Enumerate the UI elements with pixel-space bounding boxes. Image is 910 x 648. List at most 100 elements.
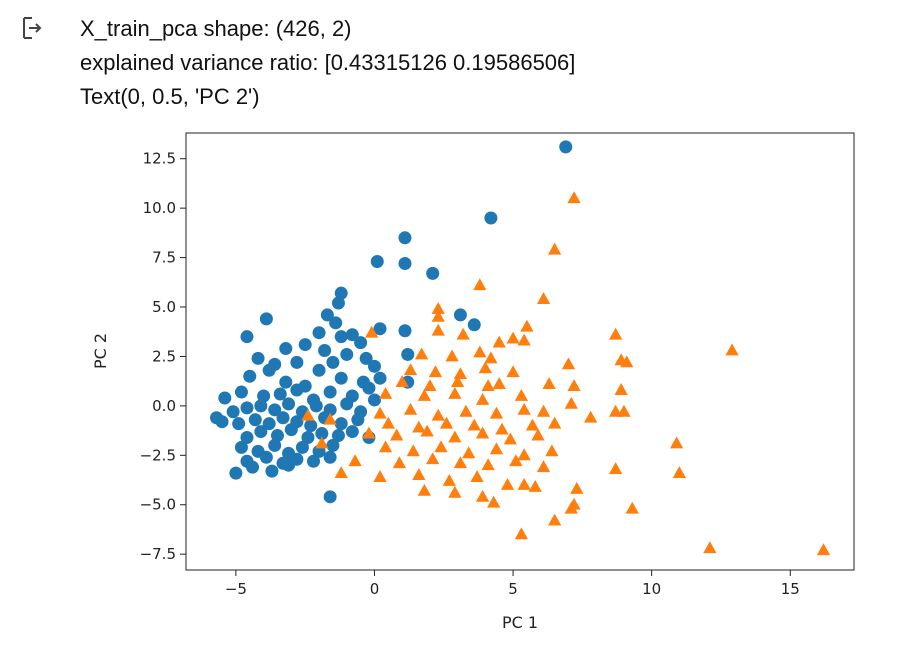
scatter-point-triangle bbox=[517, 333, 531, 346]
scatter-point-circle bbox=[467, 318, 481, 332]
scatter-point-circle bbox=[398, 257, 412, 271]
scatter-point-triangle bbox=[453, 367, 468, 380]
scatter-point-triangle bbox=[489, 406, 504, 419]
scatter-point-circle bbox=[270, 429, 284, 443]
scatter-point-triangle bbox=[467, 418, 481, 431]
scatter-point-circle bbox=[318, 344, 332, 358]
scatter-point-triangle bbox=[323, 412, 337, 425]
scatter-point-triangle bbox=[453, 456, 468, 469]
scatter-point-triangle bbox=[492, 377, 506, 390]
scatter-point-triangle bbox=[392, 456, 407, 469]
scatter-point-triangle bbox=[348, 454, 362, 467]
scatter-point-circle bbox=[351, 413, 365, 427]
scatter-point-triangle bbox=[462, 446, 476, 459]
scatter-point-triangle bbox=[506, 365, 520, 378]
scatter-point-circle bbox=[373, 322, 387, 336]
scatter-point-triangle bbox=[334, 466, 348, 479]
scatter-point-triangle bbox=[426, 452, 440, 465]
scatter-point-circle bbox=[312, 363, 326, 377]
scatter-point-triangle bbox=[431, 408, 445, 421]
scatter-point-triangle bbox=[542, 377, 556, 390]
y-tick-label: −7.5 bbox=[140, 545, 176, 563]
scatter-point-circle bbox=[331, 296, 345, 310]
output-line-text: Text(0, 0.5, 'PC 2') bbox=[80, 84, 260, 109]
scatter-point-triangle bbox=[517, 402, 531, 415]
y-tick-label: 12.5 bbox=[143, 150, 176, 168]
scatter-point-circle bbox=[234, 440, 248, 454]
scatter-point-circle bbox=[307, 454, 321, 468]
scatter-point-circle bbox=[226, 405, 240, 419]
scatter-point-circle bbox=[398, 324, 412, 338]
scatter-point-triangle bbox=[531, 428, 545, 441]
scatter-point-circle bbox=[259, 312, 273, 326]
scatter-point-triangle bbox=[608, 462, 623, 475]
scatter-point-circle bbox=[279, 375, 293, 389]
x-tick-label: 0 bbox=[370, 580, 380, 598]
scatter-point-triangle bbox=[525, 418, 540, 431]
scatter-point-circle bbox=[484, 211, 498, 225]
scatter-point-triangle bbox=[420, 424, 434, 437]
scatter-point-triangle bbox=[528, 479, 542, 492]
chart-axes: −5 0 5 10 15 −7.5 −5.0 −2.5 0.0 2.5 5.0 7.5 10.0 12.5 bbox=[140, 150, 800, 598]
scatter-point-circle bbox=[273, 387, 287, 401]
scatter-point-triangle bbox=[417, 388, 432, 401]
scatter-point-triangle bbox=[584, 410, 598, 423]
scatter-point-triangle bbox=[423, 379, 437, 392]
scatter-point-triangle bbox=[514, 527, 529, 540]
scatter-point-circle bbox=[282, 397, 296, 411]
y-tick-label: 7.5 bbox=[152, 249, 176, 267]
scatter-point-circle bbox=[362, 381, 376, 395]
scatter-point-circle bbox=[323, 450, 337, 464]
scatter-point-triangle bbox=[547, 513, 562, 526]
scatter-point-triangle bbox=[412, 468, 426, 480]
scatter-point-circle bbox=[326, 438, 340, 452]
scatter-point-circle bbox=[290, 355, 304, 369]
scatter-point-circle bbox=[354, 336, 368, 350]
scatter-point-circle bbox=[248, 413, 262, 427]
scatter-point-triangle bbox=[475, 489, 490, 502]
scatter-point-triangle bbox=[506, 331, 520, 344]
scatter-point-circle bbox=[246, 460, 260, 474]
output-arrow-icon[interactable] bbox=[18, 14, 46, 42]
scatter-point-triangle bbox=[434, 440, 448, 453]
scatter-point-triangle bbox=[439, 416, 454, 429]
scatter-point-triangle bbox=[428, 365, 443, 378]
scatter-point-triangle bbox=[495, 422, 509, 435]
x-axis-label: PC 1 bbox=[502, 613, 538, 632]
scatter-point-triangle bbox=[625, 501, 639, 514]
scatter-point-triangle bbox=[448, 387, 462, 399]
scatter-point-triangle bbox=[373, 406, 387, 419]
scatter-point-triangle bbox=[473, 278, 487, 291]
scatter-point-triangle bbox=[403, 402, 418, 415]
scatter-point-triangle bbox=[509, 454, 523, 467]
scatter-point-circle bbox=[326, 355, 340, 369]
scatter-point-circle bbox=[262, 417, 276, 431]
scatter-point-triangle bbox=[406, 444, 420, 457]
scatter-point-triangle bbox=[481, 458, 495, 471]
scatter-point-circle bbox=[367, 359, 381, 373]
y-tick-label: 2.5 bbox=[152, 347, 176, 365]
scatter-point-triangle bbox=[608, 327, 623, 340]
scatter-point-circle bbox=[331, 429, 345, 443]
y-tick-label: 5.0 bbox=[152, 298, 176, 316]
series-1 bbox=[301, 191, 831, 556]
scatter-point-circle bbox=[240, 401, 254, 415]
scatter-point-triangle bbox=[536, 460, 551, 473]
scatter-point-triangle bbox=[365, 325, 379, 338]
scatter-point-circle bbox=[243, 369, 257, 383]
scatter-point-triangle bbox=[414, 347, 429, 360]
scatter-point-triangle bbox=[703, 541, 717, 554]
scatter-point-circle bbox=[401, 347, 415, 361]
scatter-point-circle bbox=[268, 403, 282, 417]
scatter-point-circle bbox=[334, 371, 348, 385]
scatter-point-circle bbox=[240, 431, 254, 445]
y-tick-label: −5.0 bbox=[140, 496, 176, 514]
scatter-point-triangle bbox=[475, 426, 490, 439]
scatter-point-circle bbox=[323, 490, 337, 504]
scatter-point-triangle bbox=[567, 191, 581, 204]
scatter-point-triangle bbox=[484, 351, 498, 364]
scatter-point-circle bbox=[240, 330, 254, 344]
scatter-point-circle bbox=[320, 308, 334, 322]
y-tick-label: −2.5 bbox=[140, 446, 176, 464]
scatter-point-triangle bbox=[545, 444, 559, 457]
